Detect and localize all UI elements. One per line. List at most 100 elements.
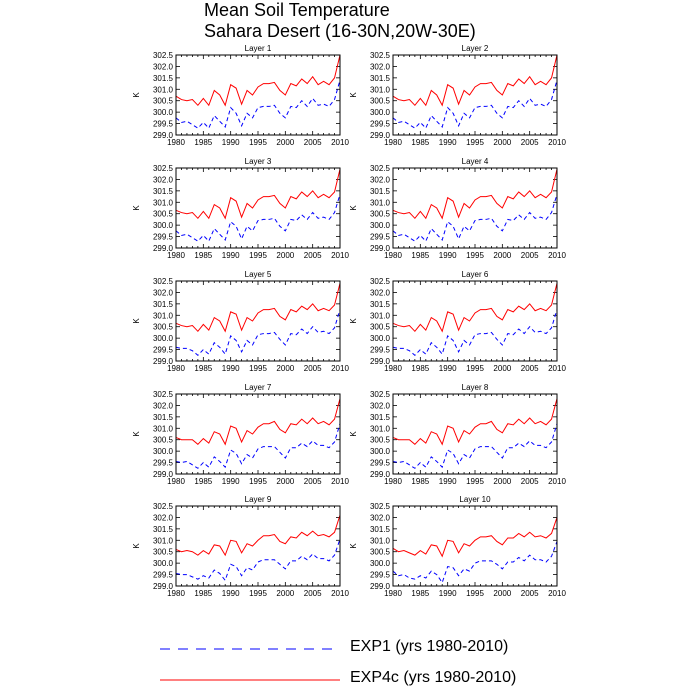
y-tick-label: 299.5 (370, 459, 391, 468)
x-tick-label: 2005 (521, 251, 539, 260)
y-tick-label: 302.0 (370, 288, 391, 297)
y-tick-label: 299.0 (370, 357, 391, 366)
title-line-1: Mean Soil Temperature (204, 0, 390, 20)
title-line-2: Sahara Desert (16-30N,20W-30E) (204, 21, 476, 41)
x-tick-label: 1990 (439, 364, 457, 373)
panel-title: Layer 4 (462, 157, 489, 166)
y-tick-label: 300.5 (153, 436, 174, 445)
x-tick-label: 1985 (411, 251, 429, 260)
legend: EXP1 (yrs 1980-2010) EXP4c (yrs 1980-201… (150, 632, 600, 700)
y-tick-label: 302.0 (153, 175, 174, 184)
y-tick-label: 301.5 (370, 413, 391, 422)
y-tick-label: 299.5 (153, 571, 174, 580)
x-tick-label: 2000 (493, 589, 511, 598)
y-tick-label: 299.0 (370, 470, 391, 479)
x-tick-label: 1985 (194, 138, 212, 147)
series-line-exp1 (392, 423, 558, 469)
x-tick-label: 1990 (222, 251, 240, 260)
y-tick-label: 300.0 (370, 559, 391, 568)
y-tick-label: 301.0 (153, 85, 174, 94)
x-tick-label: 1980 (167, 589, 185, 598)
y-tick-label: 301.0 (370, 424, 391, 433)
x-tick-label: 2010 (331, 251, 349, 260)
y-tick-label: 302.0 (370, 401, 391, 410)
x-tick-label: 1995 (249, 138, 267, 147)
series-line-exp4c (175, 514, 341, 557)
y-tick-label: 299.5 (370, 346, 391, 355)
y-tick-label: 301.0 (370, 198, 391, 207)
panels-grid: Layer 1 K 299.0 299.5 300.0 300.5 301.0 301.5 30… (132, 44, 566, 598)
y-tick-label: 302.0 (153, 62, 174, 71)
panel-title: Layer 5 (245, 270, 272, 279)
y-tick-label: 299.0 (153, 131, 174, 140)
y-tick-label: 300.0 (153, 334, 174, 343)
x-tick-label: 1980 (384, 477, 402, 486)
y-tick-label: 301.0 (153, 536, 174, 545)
x-tick-label: 1985 (411, 138, 429, 147)
legend-label-exp4c: EXP4c (yrs 1980-2010) (350, 669, 517, 686)
y-tick-label: 302.5 (153, 164, 174, 173)
panel-layer-7: Layer 7 K 299.0 299.5 300.0 300.5 301.0 301.5 30… (132, 383, 349, 486)
panel-layer-2: Layer 2 K 299.0 299.5 300.0 300.5 301.0 301.5 30… (349, 44, 566, 147)
plot-frame (175, 505, 341, 587)
panel-layer-3: Layer 3 K 299.0 299.5 300.0 300.5 301.0 301.5 30… (132, 157, 349, 260)
x-tick-label: 1990 (439, 138, 457, 147)
y-tick-label: 300.5 (370, 548, 391, 557)
x-tick-label: 1980 (167, 477, 185, 486)
panel-title: Layer 2 (462, 44, 489, 53)
x-tick-label: 2005 (521, 364, 539, 373)
x-tick-label: 2000 (276, 364, 294, 373)
y-tick-label: 300.5 (153, 97, 174, 106)
series-line-exp1 (392, 194, 558, 243)
x-tick-label: 2010 (331, 477, 349, 486)
x-tick-label: 2005 (521, 477, 539, 486)
x-tick-label: 2010 (548, 589, 566, 598)
y-tick-label: 299.5 (370, 120, 391, 129)
y-tick-label: 301.5 (370, 187, 391, 196)
series-line-exp1 (392, 309, 558, 356)
panel-layer-6: Layer 6 K 299.0 299.5 300.0 300.5 301.0 301.5 30… (349, 270, 566, 373)
y-axis-label: K (349, 431, 358, 437)
x-tick-label: 1995 (249, 589, 267, 598)
y-tick-label: 301.5 (153, 74, 174, 83)
y-tick-label: 302.0 (153, 288, 174, 297)
y-axis-label: K (349, 205, 358, 211)
panel-title: Layer 6 (462, 270, 489, 279)
x-tick-label: 1980 (167, 364, 185, 373)
panel-layer-10: Layer 10 K 299.0 299.5 300.0 300.5 301.0 301.5 3… (349, 495, 566, 598)
x-tick-label: 1980 (384, 589, 402, 598)
y-tick-label: 302.5 (153, 390, 174, 399)
series-line-exp4c (392, 169, 558, 220)
y-tick-label: 302.0 (370, 513, 391, 522)
y-tick-label: 300.5 (153, 323, 174, 332)
x-tick-label: 2000 (493, 138, 511, 147)
y-tick-label: 301.5 (153, 413, 174, 422)
y-tick-label: 299.5 (153, 459, 174, 468)
y-tick-label: 299.0 (370, 582, 391, 591)
y-tick-label: 301.5 (153, 187, 174, 196)
y-tick-label: 302.5 (153, 51, 174, 60)
x-tick-label: 2005 (521, 589, 539, 598)
x-tick-label: 2010 (331, 589, 349, 598)
y-tick-label: 299.5 (370, 233, 391, 242)
y-tick-label: 299.5 (370, 571, 391, 580)
series-line-exp1 (175, 538, 341, 582)
y-tick-label: 299.0 (370, 244, 391, 253)
y-tick-label: 300.5 (370, 210, 391, 219)
x-tick-label: 1990 (222, 477, 240, 486)
panel-layer-1: Layer 1 K 299.0 299.5 300.0 300.5 301.0 301.5 30… (132, 44, 349, 147)
series-line-exp1 (392, 541, 558, 584)
plot-frame (392, 167, 558, 249)
y-tick-label: 302.0 (370, 175, 391, 184)
y-tick-label: 300.5 (370, 436, 391, 445)
series-line-exp1 (175, 423, 341, 469)
y-tick-label: 302.5 (370, 51, 391, 60)
legend-swatches (160, 648, 340, 681)
y-tick-label: 299.0 (153, 357, 174, 366)
y-tick-label: 302.5 (153, 277, 174, 286)
x-tick-label: 1990 (222, 138, 240, 147)
x-tick-label: 1995 (466, 251, 484, 260)
x-tick-label: 1985 (411, 477, 429, 486)
y-axis-label: K (132, 431, 141, 437)
series-line-exp4c (175, 283, 341, 333)
